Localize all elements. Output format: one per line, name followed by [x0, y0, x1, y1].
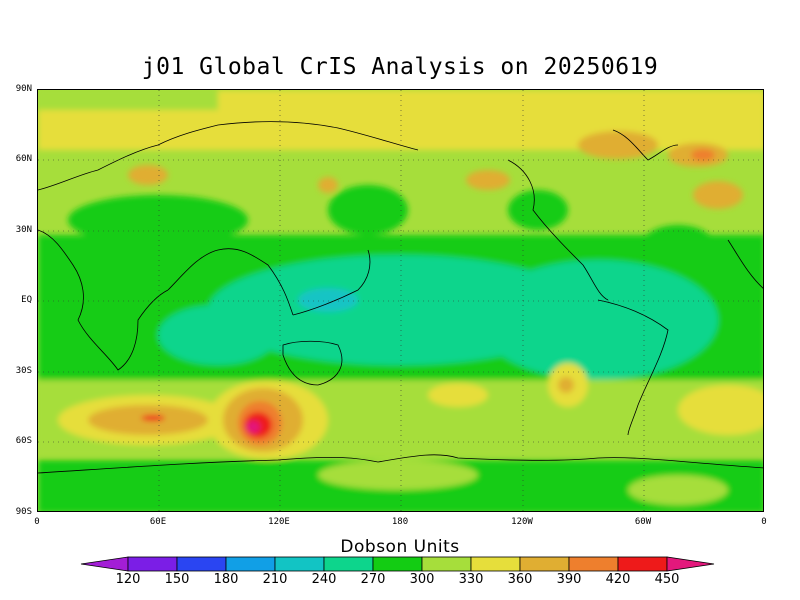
colorbar-swatch	[519, 556, 570, 572]
lat-label-90n: 90N	[15, 84, 32, 94]
colorbar-tick-label: 450	[654, 572, 680, 587]
colorbar-tick-label: 330	[458, 572, 484, 587]
lat-label-30n: 30N	[15, 225, 32, 235]
colorbar-swatch	[617, 556, 668, 572]
colorbar-tick-label: 240	[311, 572, 337, 587]
colorbar-tick-label: 300	[409, 572, 435, 587]
lon-label-0-right: 0	[761, 517, 767, 527]
colorbar-swatch	[372, 556, 423, 572]
colorbar-tick-label: 270	[360, 572, 386, 587]
lon-label-60w: 60W	[634, 517, 652, 527]
lat-label-30s: 30S	[15, 366, 32, 376]
graticule	[38, 90, 763, 511]
ozone-map	[37, 89, 764, 512]
lon-label-60e: 60E	[149, 517, 167, 527]
coastlines	[38, 121, 763, 474]
lon-label-0: 0	[34, 517, 40, 527]
colorbar-swatch	[421, 556, 472, 572]
colorbar-min-arrow	[80, 556, 129, 572]
colorbar	[80, 556, 715, 572]
colorbar-swatch	[225, 556, 276, 572]
colorbar-tick-label: 420	[605, 572, 631, 587]
colorbar-swatch	[323, 556, 374, 572]
colorbar-tick-label: 390	[556, 572, 582, 587]
colorbar-tick-label: 120	[115, 572, 141, 587]
lon-label-120e: 120E	[268, 517, 290, 527]
colorbar-swatch	[176, 556, 227, 572]
colorbar-tick-label: 360	[507, 572, 533, 587]
lon-label-120w: 120W	[511, 517, 533, 527]
lon-label-180: 180	[391, 517, 409, 527]
colorbar-tick-label: 180	[213, 572, 239, 587]
colorbar-title: Dobson Units	[340, 537, 460, 557]
lat-label-90s: 90S	[15, 507, 32, 517]
map-title: j01 Global CrIS Analysis on 20250619	[141, 54, 659, 80]
lat-label-eq: EQ	[21, 295, 32, 305]
lat-label-60n: 60N	[15, 154, 32, 164]
ozone-field	[38, 90, 763, 511]
colorbar-swatch	[568, 556, 619, 572]
colorbar-tick-label: 210	[262, 572, 288, 587]
lat-label-60s: 60S	[15, 436, 32, 446]
colorbar-max-arrow	[666, 556, 715, 572]
colorbar-swatch	[127, 556, 178, 572]
colorbar-swatch	[274, 556, 325, 572]
colorbar-tick-label: 150	[164, 572, 190, 587]
colorbar-swatch	[470, 556, 521, 572]
